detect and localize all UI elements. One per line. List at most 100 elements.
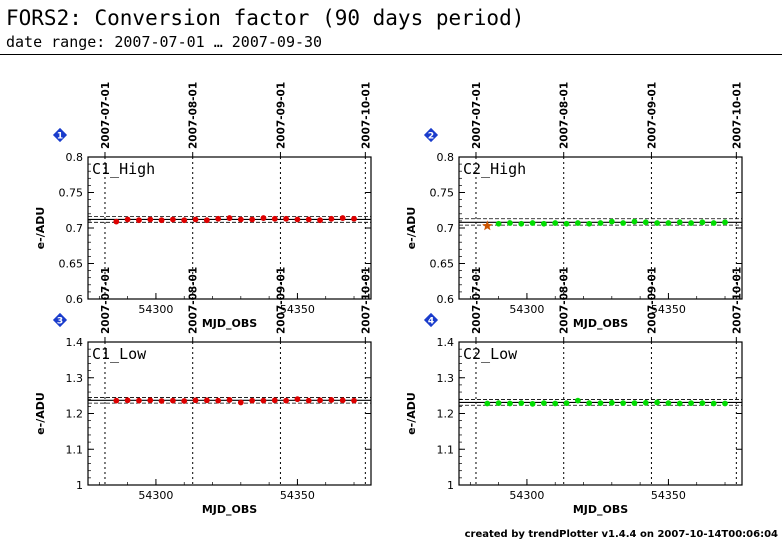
panel-badge-number: 3 — [57, 317, 63, 327]
data-point — [271, 397, 278, 404]
panel-label: C2_High — [463, 160, 526, 178]
data-point — [181, 217, 188, 224]
panel-label: C2_Low — [463, 345, 518, 363]
data-point — [249, 397, 256, 404]
data-point — [665, 400, 672, 407]
y-tick-label: 0.7 — [437, 222, 455, 235]
y-axis-label: e-/ADU — [405, 392, 418, 435]
data-point — [226, 397, 233, 403]
data-point — [170, 216, 176, 223]
data-point — [654, 220, 660, 226]
data-point — [608, 399, 615, 406]
data-point — [136, 217, 142, 224]
data-point — [642, 399, 649, 406]
chart-panel-3: 3 C1_Low 2007-07-01 2007-08-01 2007-09-01 200… — [34, 267, 372, 516]
data-point — [158, 398, 165, 404]
data-point — [294, 216, 301, 223]
y-axis-label: e-/ADU — [34, 392, 47, 435]
y-tick-label: 1.3 — [437, 372, 455, 385]
y-tick-label: 1.3 — [66, 372, 84, 385]
top-date-label: 2007-08-01 — [188, 82, 200, 149]
x-tick-label: 54300 — [138, 489, 173, 502]
data-point — [529, 400, 536, 407]
data-point — [507, 220, 513, 226]
data-point — [631, 400, 638, 407]
data-point — [294, 396, 301, 403]
data-point — [631, 218, 638, 225]
data-point — [237, 216, 244, 223]
data-point — [484, 400, 491, 407]
y-tick-label: 0.6 — [66, 293, 84, 306]
data-point — [597, 220, 604, 226]
data-point — [203, 217, 210, 224]
plot-frame — [87, 156, 372, 300]
data-point — [339, 397, 346, 404]
top-date-label: 2007-09-01 — [275, 82, 287, 149]
data-point — [317, 397, 323, 404]
y-tick-label: 1.2 — [437, 408, 455, 421]
data-point — [563, 220, 570, 227]
data-point — [710, 220, 717, 226]
panel-badge-number: 1 — [57, 132, 63, 142]
data-point — [676, 400, 683, 407]
panel-label: C1_High — [92, 160, 155, 178]
title-divider — [0, 54, 782, 55]
data-point — [699, 219, 706, 226]
top-date-label: 2007-10-01 — [731, 267, 743, 334]
data-point — [147, 216, 154, 223]
top-date-label: 2007-07-01 — [471, 267, 483, 334]
data-point — [620, 220, 627, 226]
data-point — [552, 220, 559, 226]
top-date-label: 2007-10-01 — [360, 267, 372, 334]
data-point — [328, 397, 335, 403]
x-tick-label: 54350 — [651, 303, 686, 316]
data-point — [113, 397, 120, 404]
y-tick-label: 1.1 — [66, 443, 84, 456]
data-point — [676, 219, 683, 226]
plot-frame — [458, 156, 743, 300]
top-date-label: 2007-09-01 — [275, 267, 287, 334]
top-date-label: 2007-09-01 — [646, 267, 658, 334]
data-point — [722, 400, 728, 407]
data-point — [328, 215, 335, 222]
data-point — [260, 397, 267, 404]
data-point — [541, 220, 547, 227]
data-point — [339, 215, 346, 221]
data-point — [518, 220, 525, 227]
data-point — [552, 400, 559, 407]
data-point — [192, 216, 199, 223]
data-point — [351, 397, 357, 404]
y-axis-label: e-/ADU — [405, 207, 418, 250]
data-point — [237, 399, 244, 406]
y-tick-label: 0.6 — [437, 293, 455, 306]
data-point — [495, 220, 502, 227]
data-point — [124, 397, 131, 404]
top-date-label: 2007-07-01 — [100, 267, 112, 334]
y-tick-label: 0.65 — [59, 258, 84, 271]
data-point — [586, 220, 593, 227]
panel-badge-icon — [423, 127, 439, 143]
data-point — [518, 400, 525, 407]
plot-frame — [458, 341, 743, 486]
page-title: FORS2: Conversion factor (90 days period… — [6, 6, 525, 30]
data-point — [203, 397, 210, 404]
data-point — [620, 400, 627, 407]
data-point — [495, 400, 502, 407]
data-point — [181, 398, 188, 404]
top-date-label: 2007-07-01 — [100, 82, 112, 149]
data-point — [113, 218, 120, 225]
x-tick-label: 54350 — [280, 489, 315, 502]
data-point — [688, 220, 694, 226]
top-date-label: 2007-08-01 — [188, 267, 200, 334]
x-tick-label: 54300 — [509, 489, 544, 502]
data-point-star — [482, 220, 493, 231]
panel-badge-number: 2 — [428, 132, 434, 142]
data-point — [688, 400, 694, 407]
data-point — [305, 397, 312, 404]
chart-panel-4: 4 C2_Low 2007-07-01 2007-08-01 2007-09-01 200… — [405, 267, 743, 516]
data-point — [226, 215, 233, 221]
top-date-label: 2007-10-01 — [731, 82, 743, 149]
panel-badge-icon — [423, 312, 439, 328]
data-point — [170, 397, 176, 404]
panel-badge-icon — [52, 312, 68, 328]
